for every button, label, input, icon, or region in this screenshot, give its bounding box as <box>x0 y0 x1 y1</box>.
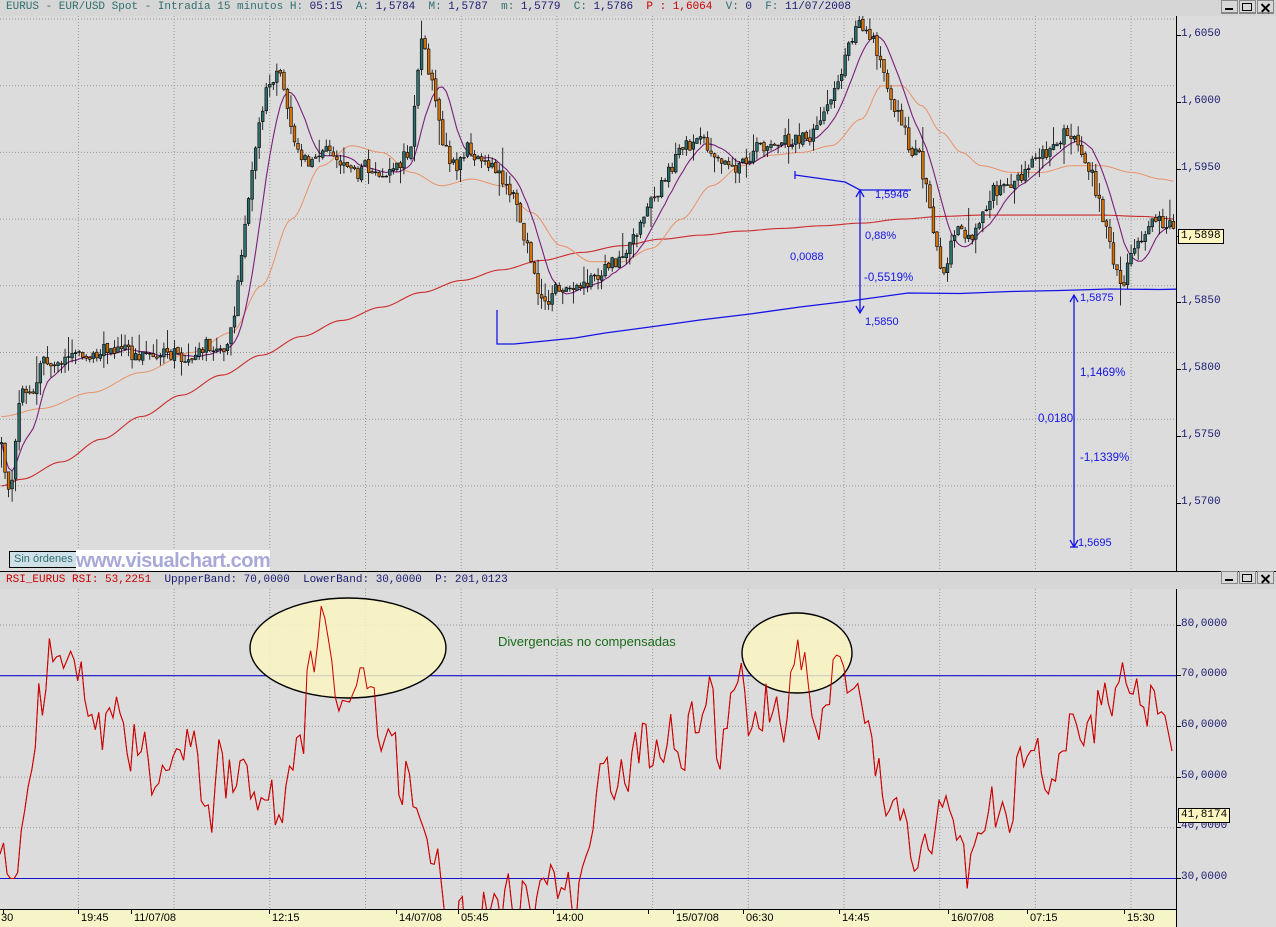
svg-text:1,5946: 1,5946 <box>875 189 909 201</box>
svg-text:-0,5519%: -0,5519% <box>864 272 913 284</box>
svg-text:1,5875: 1,5875 <box>1080 292 1114 304</box>
svg-text:0,0088: 0,0088 <box>790 251 824 263</box>
svg-text:-1,1339%: -1,1339% <box>1080 452 1129 464</box>
svg-text:1,5850: 1,5850 <box>865 316 899 328</box>
svg-text:0,88%: 0,88% <box>865 230 896 242</box>
svg-text:0,0180: 0,0180 <box>1038 413 1073 425</box>
svg-text:1,5695: 1,5695 <box>1078 537 1112 549</box>
svg-text:1,1469%: 1,1469% <box>1080 367 1125 379</box>
svg-text:Divergencias no compensadas: Divergencias no compensadas <box>498 634 676 649</box>
